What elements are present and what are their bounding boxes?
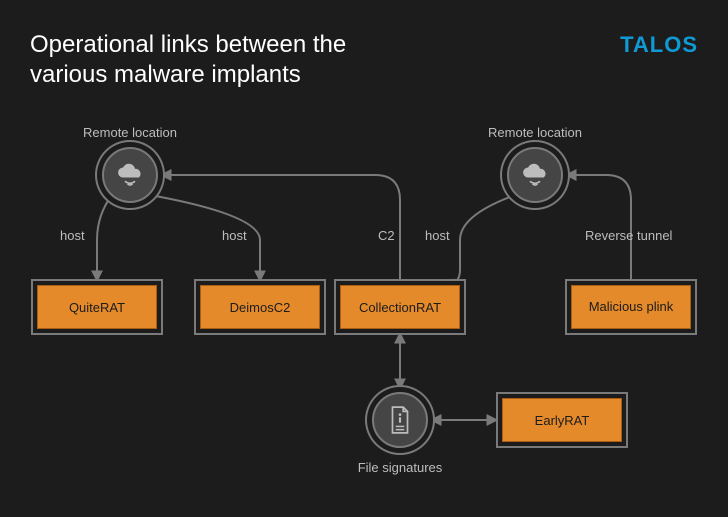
cloud-icon-1 <box>102 147 158 203</box>
cloud-glyph <box>115 160 145 190</box>
node-earlyrat: EarlyRAT <box>502 398 622 442</box>
edge-label-host1: host <box>60 228 85 243</box>
node-label: Malicious plink <box>589 299 674 315</box>
diagram-canvas: Operational links between the various ma… <box>0 0 728 517</box>
node-deimosc2: DeimosC2 <box>200 285 320 329</box>
file-signatures-label: File signatures <box>350 460 450 475</box>
edge-label-host3: host <box>425 228 450 243</box>
node-label: QuiteRAT <box>69 300 125 315</box>
cloud-icon-2 <box>507 147 563 203</box>
node-collectionrat: CollectionRAT <box>340 285 460 329</box>
file-glyph <box>387 405 413 435</box>
node-label: CollectionRAT <box>359 300 441 315</box>
node-label: EarlyRAT <box>535 413 590 428</box>
edge-label-reverse-tunnel: Reverse tunnel <box>585 228 672 243</box>
node-label: DeimosC2 <box>230 300 291 315</box>
cloud2-label: Remote location <box>485 125 585 140</box>
cloud1-label: Remote location <box>80 125 180 140</box>
edge-label-c2: C2 <box>378 228 395 243</box>
node-maliciousplink: Malicious plink <box>571 285 691 329</box>
file-signatures-icon <box>372 392 428 448</box>
edge-label-host2: host <box>222 228 247 243</box>
cloud-glyph <box>520 160 550 190</box>
brand-logo: TALOS <box>620 32 698 58</box>
diagram-title: Operational links between the various ma… <box>30 30 346 90</box>
node-quiterat: QuiteRAT <box>37 285 157 329</box>
